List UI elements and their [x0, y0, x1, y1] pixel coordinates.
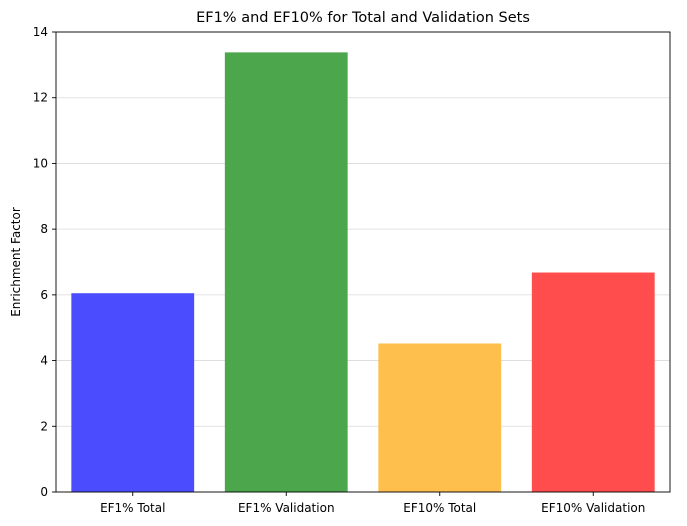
- y-tick-label: 2: [40, 419, 48, 433]
- y-tick-label: 8: [40, 222, 48, 236]
- y-tick-label: 0: [40, 485, 48, 499]
- plot-frame: [55, 31, 671, 493]
- bar: [531, 272, 655, 492]
- chart-title: EF1% and EF10% for Total and Validation …: [196, 10, 530, 26]
- bar: [224, 52, 348, 492]
- bars: [71, 52, 655, 492]
- x-tick-label: EF1% Total: [100, 501, 165, 515]
- x-tick-label: EF1% Validation: [238, 501, 335, 515]
- y-tick-label: 4: [40, 354, 48, 368]
- x-tick-label: EF10% Validation: [541, 501, 645, 515]
- bar: [71, 293, 195, 492]
- y-tick-label: 12: [33, 91, 48, 105]
- y-axis-label: Enrichment Factor: [9, 207, 23, 317]
- x-tick-label: EF10% Total: [403, 501, 476, 515]
- bar: [378, 343, 502, 492]
- axes: 0 2 4 6 8 10 12 14 EF1% Total EF1% Validation EF10…: [33, 25, 671, 515]
- y-tick-label: 6: [40, 288, 48, 302]
- y-tick-label: 10: [33, 156, 48, 170]
- y-tick-label: 14: [33, 25, 48, 39]
